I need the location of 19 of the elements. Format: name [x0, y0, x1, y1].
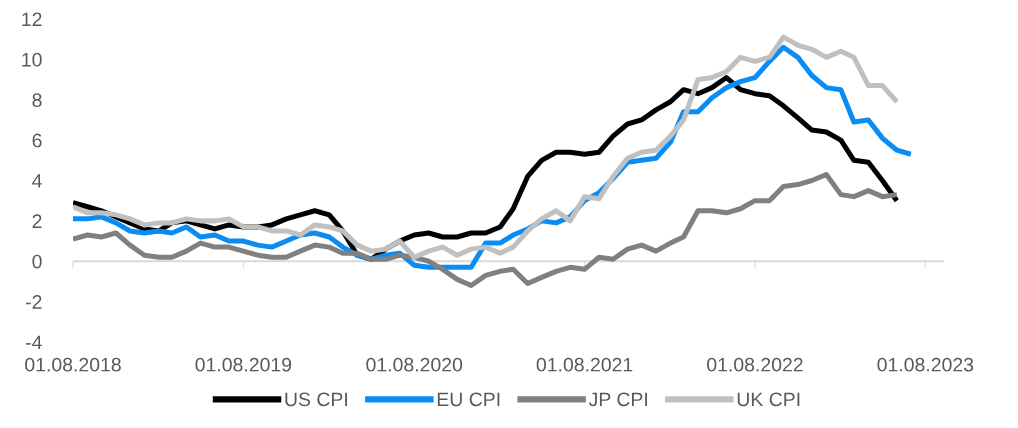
y-tick-label: 6 — [32, 133, 42, 148]
x-tick-label: 01.08.2021 — [536, 357, 633, 372]
x-tick-label: 01.08.2022 — [707, 357, 803, 372]
y-tick-label: 0 — [32, 254, 42, 269]
legend-label: US CPI — [285, 392, 347, 407]
y-tick-label: 10 — [22, 52, 42, 67]
legend-label: JP CPI — [588, 392, 647, 407]
x-tick-label: 01.08.2018 — [25, 357, 121, 372]
y-tick-label: 8 — [32, 93, 42, 107]
y-tick-label: 4 — [32, 174, 42, 188]
y-tick-label: -2 — [26, 295, 42, 309]
y-tick-label: 12 — [22, 12, 42, 27]
x-tick-label: 01.08.2023 — [877, 357, 974, 372]
legend-label: EU CPI — [437, 392, 500, 407]
y-tick-label: -4 — [26, 335, 42, 350]
y-tick-label: 2 — [32, 214, 42, 228]
legend-label: UK CPI — [737, 392, 800, 407]
x-tick-label: 01.08.2019 — [195, 357, 292, 372]
x-tick-label: 01.08.2020 — [366, 357, 463, 372]
